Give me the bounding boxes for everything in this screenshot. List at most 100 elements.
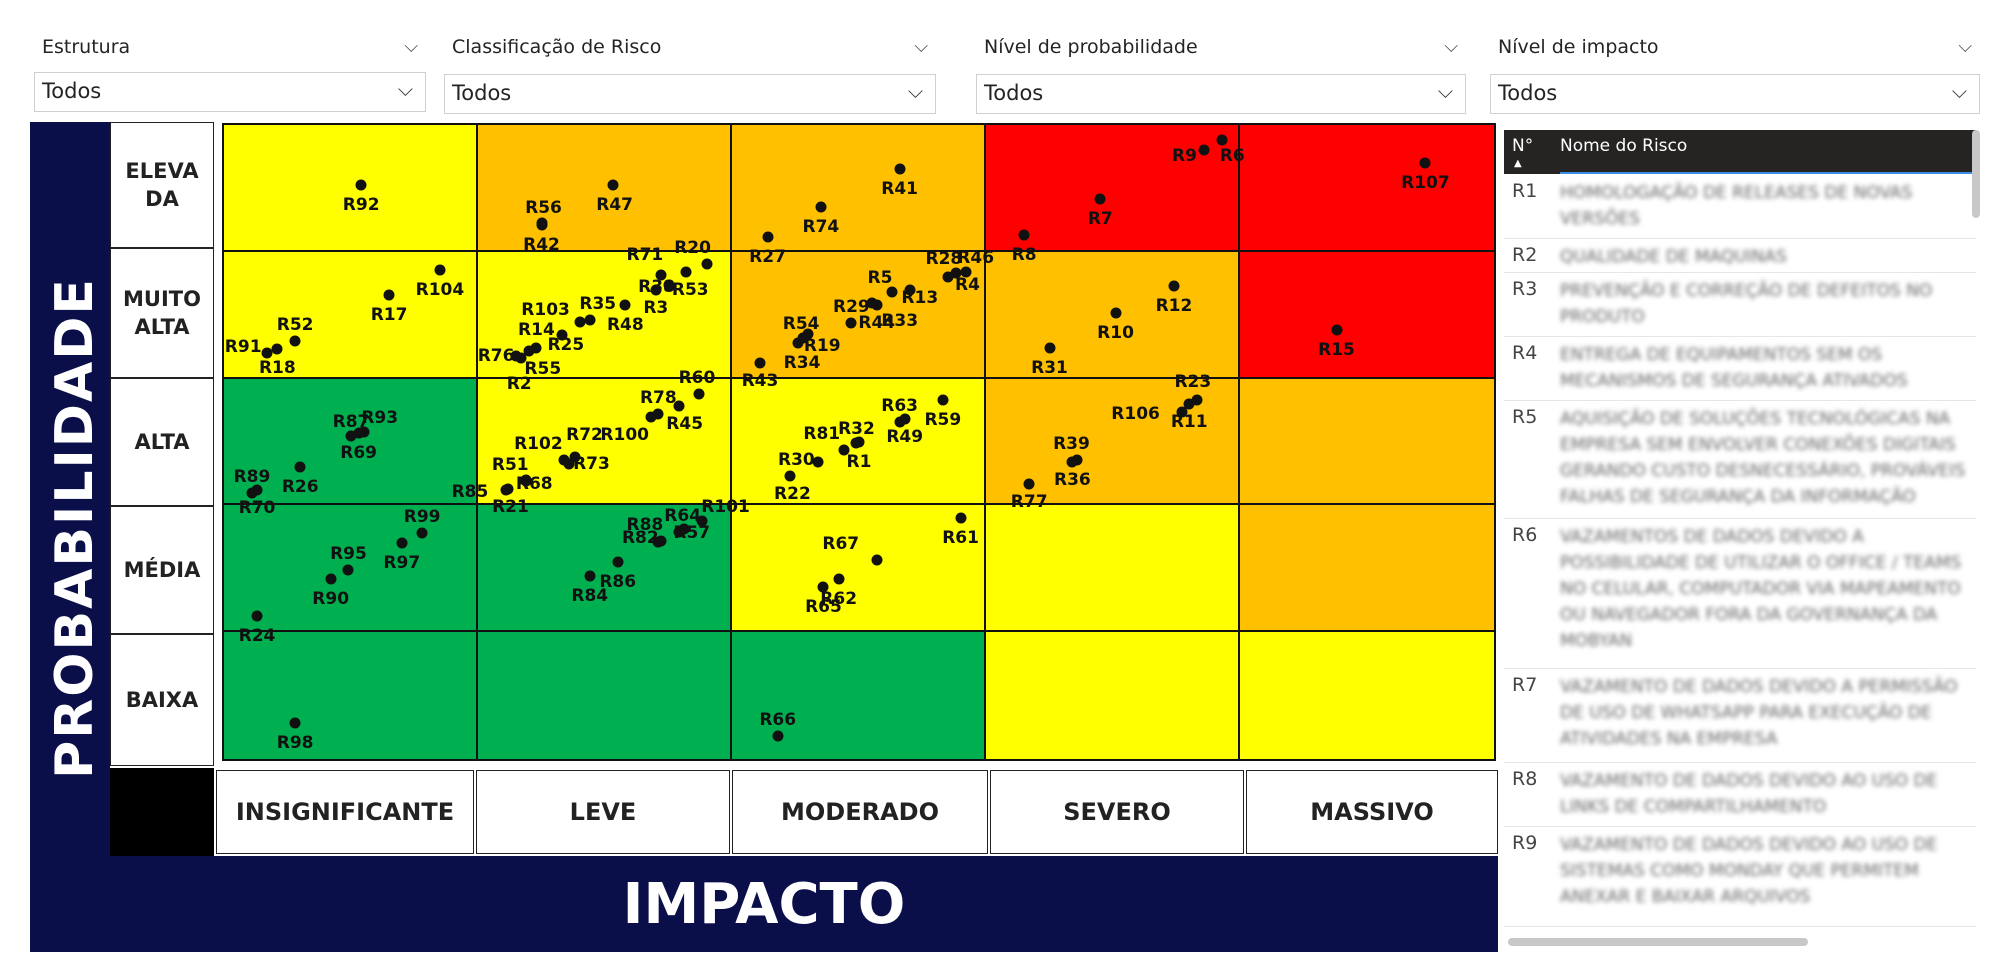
- risk-point-r90[interactable]: [325, 573, 337, 585]
- risk-point-r97[interactable]: [396, 537, 408, 549]
- risk-point-r25[interactable]: [556, 329, 568, 341]
- chevron-down-icon[interactable]: ⌵: [1958, 36, 1972, 57]
- risk-point-r47[interactable]: [607, 179, 619, 191]
- risk-point-r23[interactable]: [1191, 394, 1203, 406]
- risk-point-r73[interactable]: [563, 458, 575, 470]
- table-row[interactable]: R2 QUALIDADE DE MAQUINAS: [1504, 238, 1976, 273]
- risk-point-r13[interactable]: [904, 284, 916, 296]
- filter-dropdown[interactable]: Todos ⌵: [34, 72, 426, 112]
- risk-point-r99[interactable]: [416, 527, 428, 539]
- risk-point-r72[interactable]: [569, 451, 581, 463]
- risk-point-r82[interactable]: [652, 536, 664, 548]
- risk-point-r61[interactable]: [955, 512, 967, 524]
- risk-point-r87[interactable]: [345, 430, 357, 442]
- risk-point-r106[interactable]: [1176, 406, 1188, 418]
- risk-point-r53[interactable]: [680, 266, 692, 278]
- chevron-down-icon[interactable]: ⌵: [914, 36, 928, 57]
- risk-point-r21[interactable]: [502, 483, 514, 495]
- risk-point-r18[interactable]: [271, 343, 283, 355]
- risk-point-r86[interactable]: [612, 556, 624, 568]
- vertical-scrollbar[interactable]: [1972, 130, 1980, 218]
- risk-point-r2[interactable]: [515, 352, 527, 364]
- risk-point-r71[interactable]: [655, 269, 667, 281]
- risk-point-r9[interactable]: [1198, 144, 1210, 156]
- risk-point-r74[interactable]: [815, 201, 827, 213]
- risk-point-r81[interactable]: [838, 444, 850, 456]
- risk-point-r103[interactable]: [574, 316, 586, 328]
- filter-dropdown[interactable]: Todos ⌵: [976, 74, 1466, 114]
- risk-point-r4[interactable]: [950, 267, 962, 279]
- risk-point-r19[interactable]: [802, 328, 814, 340]
- risk-point-r6[interactable]: [1216, 134, 1228, 146]
- risk-point-r69[interactable]: [353, 427, 365, 439]
- risk-point-r44[interactable]: [871, 299, 883, 311]
- filter-dropdown[interactable]: Todos ⌵: [444, 74, 936, 114]
- risk-point-r28[interactable]: [942, 271, 954, 283]
- risk-point-r45[interactable]: [673, 400, 685, 412]
- risk-point-r43[interactable]: [754, 357, 766, 369]
- risk-point-r11[interactable]: [1183, 398, 1195, 410]
- risk-point-r101[interactable]: [696, 515, 708, 527]
- table-row[interactable]: R6 VAZAMENTOS DE DADOS DEVIDO A POSSIBILI…: [1504, 518, 1976, 669]
- risk-point-r46[interactable]: [960, 266, 972, 278]
- risk-point-r12[interactable]: [1168, 280, 1180, 292]
- table-row[interactable]: R7 VAZAMENTO DE DADOS DEVIDO A PERMISSÃO …: [1504, 668, 1976, 763]
- risk-point-r95[interactable]: [342, 564, 354, 576]
- chevron-down-icon[interactable]: ⌵: [1444, 36, 1458, 57]
- risk-point-r26[interactable]: [294, 461, 306, 473]
- risk-point-r5[interactable]: [886, 286, 898, 298]
- risk-point-r49[interactable]: [899, 413, 911, 425]
- risk-point-r78[interactable]: [652, 408, 664, 420]
- table-row[interactable]: R1 HOMOLOGAÇÃO DE RELEASES DE NOVAS VERSÕ…: [1504, 174, 1976, 239]
- risk-point-r15[interactable]: [1331, 324, 1343, 336]
- risk-point-r67[interactable]: [871, 554, 883, 566]
- table-row[interactable]: R4 ENTREGA DE EQUIPAMENTOS SEM OS MECANIS…: [1504, 336, 1976, 401]
- risk-point-r62[interactable]: [833, 573, 845, 585]
- risk-point-r8[interactable]: [1018, 229, 1030, 241]
- risk-point-r7[interactable]: [1094, 193, 1106, 205]
- risk-point-r55[interactable]: [523, 345, 535, 357]
- risk-point-r36[interactable]: [1066, 456, 1078, 468]
- risk-point-r60[interactable]: [693, 388, 705, 400]
- risk-point-r27[interactable]: [762, 231, 774, 243]
- risk-point-r1[interactable]: [853, 436, 865, 448]
- risk-point-r57[interactable]: [678, 523, 690, 535]
- risk-point-r33[interactable]: [866, 297, 878, 309]
- chevron-down-icon[interactable]: ⌵: [404, 36, 418, 57]
- risk-point-r104[interactable]: [434, 264, 446, 276]
- risk-point-r41[interactable]: [894, 163, 906, 175]
- risk-point-r100[interactable]: [645, 411, 657, 423]
- filter-dropdown[interactable]: Todos ⌵: [1490, 74, 1980, 114]
- risk-point-r91[interactable]: [261, 347, 273, 359]
- risk-point-r68[interactable]: [520, 474, 532, 486]
- risk-point-r24[interactable]: [251, 610, 263, 622]
- risk-point-r107[interactable]: [1419, 157, 1431, 169]
- table-row[interactable]: R5 AQUISIÇÃO DE SOLUÇÕES TECNOLÓGICAS NA …: [1504, 400, 1976, 519]
- risk-point-r38[interactable]: [663, 279, 674, 291]
- risk-point-r14[interactable]: [530, 342, 542, 354]
- risk-point-r65[interactable]: [817, 581, 829, 593]
- risk-point-r92[interactable]: [355, 179, 367, 191]
- risk-point-r22[interactable]: [784, 470, 796, 482]
- risk-point-r10[interactable]: [1110, 307, 1122, 319]
- risk-point-r66[interactable]: [772, 730, 784, 742]
- column-header-number[interactable]: N°: [1512, 136, 1534, 156]
- table-row[interactable]: R3 PREVENÇÃO E CORREÇÃO DE DEFEITOS NO PR…: [1504, 272, 1976, 337]
- risk-point-r42[interactable]: [536, 217, 547, 229]
- risk-point-r29[interactable]: [845, 317, 857, 329]
- risk-point-r17[interactable]: [383, 289, 395, 301]
- risk-point-r35[interactable]: [584, 314, 596, 326]
- risk-point-r98[interactable]: [289, 717, 301, 729]
- risk-point-r30[interactable]: [812, 456, 824, 468]
- risk-point-r48[interactable]: [619, 299, 631, 311]
- risk-point-r20[interactable]: [701, 258, 713, 270]
- risk-point-r59[interactable]: [937, 394, 949, 406]
- risk-point-r70[interactable]: [251, 484, 263, 496]
- table-row[interactable]: R9 VAZAMENTO DE DADOS DEVIDO AO USO DE SI…: [1504, 826, 1976, 927]
- risk-point-r84[interactable]: [584, 570, 596, 582]
- risk-point-r3[interactable]: [650, 284, 662, 296]
- column-header-risk-name[interactable]: Nome do Risco: [1560, 136, 1688, 156]
- risk-point-r34[interactable]: [792, 337, 804, 349]
- risk-point-r77[interactable]: [1023, 478, 1035, 490]
- horizontal-scrollbar[interactable]: [1508, 938, 1808, 946]
